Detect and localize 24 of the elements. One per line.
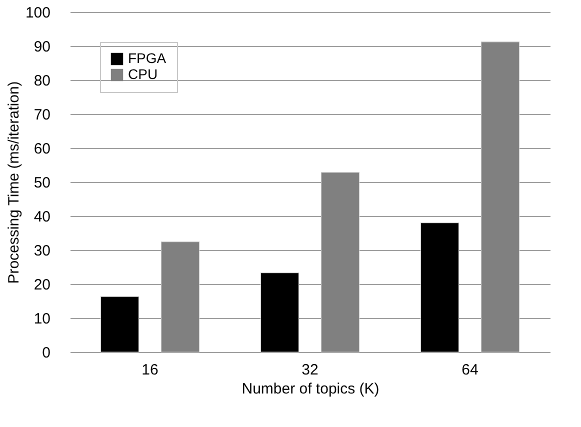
y-tick-label: 0 <box>42 344 50 362</box>
y-tick-label: 40 <box>34 208 50 226</box>
bar <box>320 172 360 352</box>
bar <box>420 222 460 352</box>
x-axis-title: Number of topics (K) <box>242 380 380 398</box>
y-tick-label: 70 <box>34 106 50 124</box>
legend-label: FPGA <box>128 50 167 66</box>
bar <box>160 242 200 352</box>
bar <box>480 42 520 352</box>
bar <box>100 296 140 352</box>
x-tick-label: 32 <box>302 362 318 378</box>
x-tick-label: 16 <box>142 362 158 378</box>
y-axis-title: Processing Time (ms/iteration) <box>5 81 22 284</box>
y-tick-label: 10 <box>34 310 50 328</box>
y-tick-label: 20 <box>34 276 50 294</box>
bar <box>260 272 300 352</box>
y-tick-label: 50 <box>34 174 50 192</box>
y-tick-label: 30 <box>34 242 50 260</box>
y-tick-label: 100 <box>25 4 50 22</box>
legend-label: CPU <box>128 66 158 82</box>
y-tick-label: 90 <box>34 38 50 56</box>
y-tick-label: 80 <box>34 72 50 90</box>
y-tick-label: 60 <box>34 140 50 158</box>
x-tick-label: 64 <box>462 362 478 378</box>
